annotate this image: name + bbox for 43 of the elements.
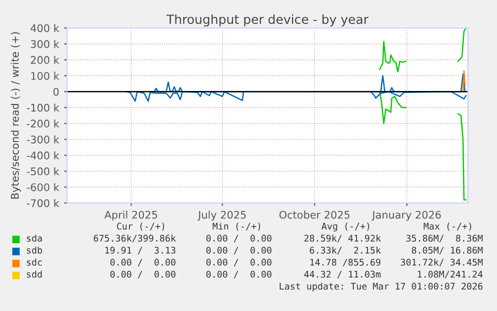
text: Max (-/+) — [424, 222, 472, 231]
text: 0.00 / 0.00 — [206, 258, 272, 266]
y-tick-label: 300 k — [30, 40, 60, 48]
text: 8.05M/ 16.86M — [412, 246, 483, 254]
y-axis-title: Bytes/second read (-) / write (+) — [10, 32, 21, 199]
text: 44.32 / 11.03m — [304, 270, 381, 278]
text: 0.00 / 0.00 — [110, 258, 176, 266]
text: Last update: Tue Mar 17 01:00:07 2026 — [280, 282, 482, 292]
text: 301.72k/ 34.45M — [400, 258, 483, 266]
y-tick-label: -400 k — [26, 151, 60, 160]
x-tick-label: October 2025 — [279, 210, 350, 219]
text: 675.36k/399.86k — [94, 234, 176, 242]
legend-label: sdc — [26, 258, 42, 266]
text: 0.00 / 0.00 — [206, 246, 272, 254]
y-tick-label: -600 k — [26, 183, 60, 192]
text: 14.78 /855.69 — [310, 258, 380, 266]
text: 6.33k/ 2.15k — [310, 246, 381, 254]
text: 19.91 / 3.13 — [105, 246, 176, 254]
y-tick-label: -100 k — [26, 104, 60, 112]
text: 1.08M/241.24 — [418, 270, 483, 278]
y-tick-label: -500 k — [26, 167, 60, 176]
y-tick-label: -200 k — [26, 119, 60, 128]
y-tick-label: 100 k — [31, 72, 60, 80]
y-tick-label: 400 k — [30, 24, 60, 32]
y-tick-label: -300 k — [26, 135, 60, 144]
text: 0.00 / 0.00 — [110, 270, 176, 278]
text: 0.00 / 0.00 — [206, 234, 272, 242]
text: Cur (-/+) — [117, 222, 164, 231]
x-tick-label: January 2026 — [372, 210, 441, 221]
legend-label: sdd — [26, 270, 42, 278]
x-tick-label: July 2025 — [198, 210, 246, 221]
text: 0.00 / 0.00 — [206, 270, 272, 278]
chart-title: Throughput per device - by year — [166, 14, 369, 26]
y-tick-label: -700 k — [26, 199, 60, 208]
x-tick-label: April 2025 — [104, 210, 158, 221]
text: Avg (-/+) — [322, 222, 370, 232]
text: 28.59k/ 41.92k — [304, 234, 381, 242]
text: 35.86M/ 8.36M — [406, 234, 483, 242]
y-tick-label: 200 k — [30, 56, 60, 64]
legend-label: sda — [26, 234, 42, 242]
y-tick-label: 0 — [53, 88, 59, 96]
text: Min (-/+) — [212, 222, 260, 231]
legend-label: sdb — [26, 246, 42, 254]
